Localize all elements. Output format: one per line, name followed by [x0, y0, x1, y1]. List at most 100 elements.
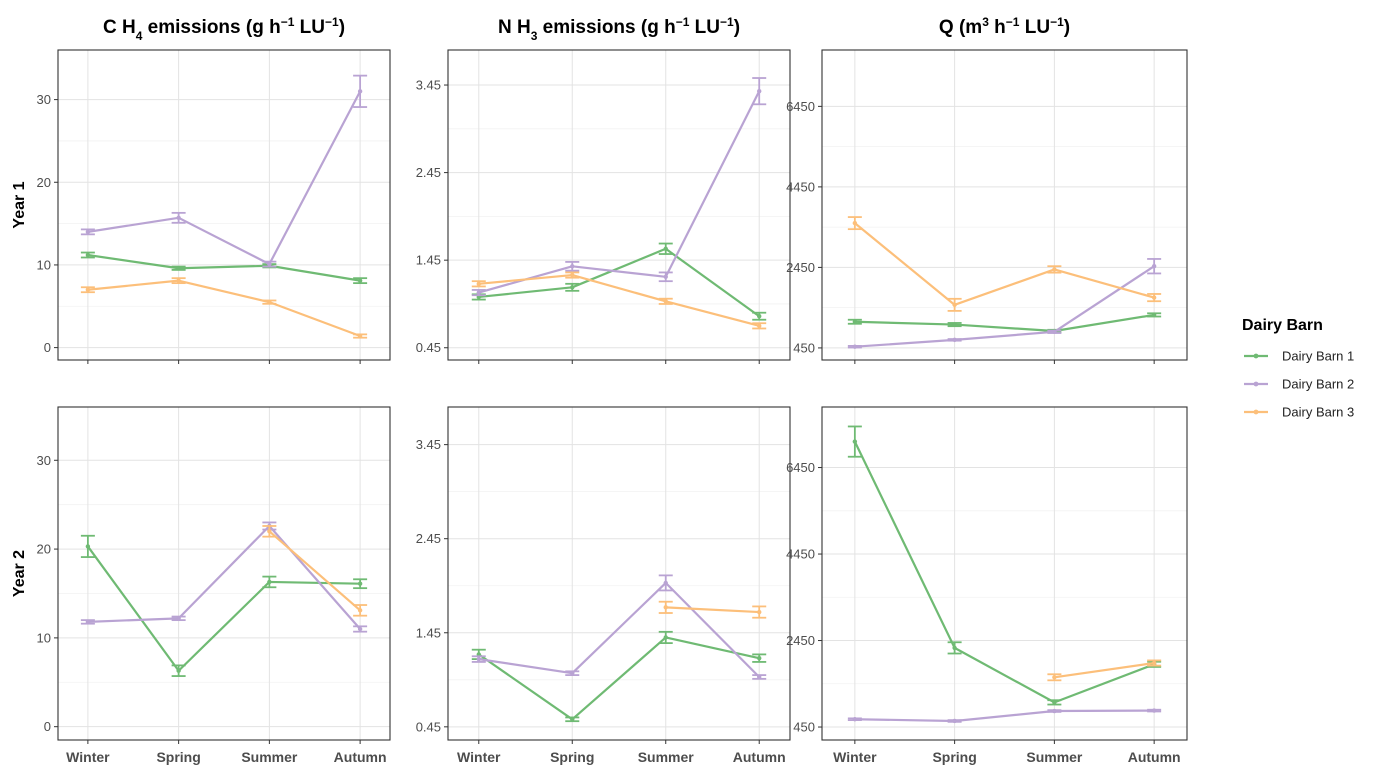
- x-tick-label: Winter: [66, 749, 110, 765]
- legend-key-point: [1253, 381, 1259, 387]
- panel-background: [448, 50, 790, 360]
- data-point: [1151, 295, 1157, 300]
- data-point: [176, 616, 181, 621]
- panel-r2-c1: 0 10 20 30 Winter Spring Summer Autumn: [37, 406, 391, 765]
- data-point: [663, 246, 668, 251]
- data-point: [663, 299, 668, 304]
- data-point: [357, 626, 363, 632]
- panel-background: [448, 407, 790, 740]
- y-tick-label: 4450: [786, 179, 815, 194]
- panel-border: [821, 49, 1188, 361]
- y-tick-label: 450: [793, 340, 815, 355]
- data-point: [476, 281, 481, 287]
- data-point: [757, 655, 762, 661]
- series-line-dairy-barn-3: [268, 530, 361, 612]
- series-line-dairy-barn-3: [665, 606, 760, 614]
- x-tick-label: Autumn: [334, 749, 387, 765]
- panel-background: [822, 407, 1187, 740]
- data-point: [757, 314, 762, 319]
- column-title-3: Q (m3 h−1 LU−1): [939, 15, 1070, 38]
- panel-border: [57, 406, 391, 741]
- data-point: [357, 278, 363, 283]
- series-line-dairy-barn-3: [478, 273, 760, 327]
- data-point: [476, 656, 481, 662]
- data-point: [176, 266, 181, 271]
- data-point: [952, 302, 957, 308]
- data-point: [85, 619, 91, 625]
- panel-border: [57, 49, 391, 361]
- y-tick-label: 20: [37, 542, 51, 557]
- data-point: [267, 261, 272, 267]
- data-point: [176, 215, 181, 221]
- legend-label: Dairy Barn 2: [1282, 377, 1354, 392]
- series-line-dairy-barn-1: [478, 636, 760, 721]
- x-tick-label: Summer: [241, 749, 298, 765]
- y-tick-label: 30: [37, 453, 51, 468]
- data-point: [852, 220, 858, 226]
- data-point: [267, 529, 272, 534]
- data-point: [757, 323, 762, 329]
- data-point: [1052, 700, 1057, 705]
- series-line-dairy-barn-1: [87, 253, 361, 282]
- data-point: [1151, 312, 1157, 318]
- data-point: [663, 605, 668, 610]
- data-point: [852, 717, 858, 722]
- data-point: [570, 717, 575, 722]
- legend-key-point: [1253, 353, 1259, 359]
- y-tick-label: 2450: [786, 633, 815, 648]
- x-tick-label: Winter: [833, 749, 877, 765]
- data-point: [952, 322, 957, 327]
- row-label-2: Year 2: [11, 550, 28, 597]
- data-point: [85, 287, 91, 292]
- x-tick-label: Winter: [457, 749, 501, 765]
- data-point: [663, 580, 668, 586]
- data-point: [852, 344, 858, 349]
- y-tick-label: 30: [37, 92, 51, 107]
- legend-item: Dairy Barn 1: [1244, 349, 1354, 364]
- y-tick-label: 6450: [786, 460, 815, 475]
- series-line-dairy-barn-3: [87, 279, 361, 338]
- series-line-dairy-barn-2: [478, 581, 761, 678]
- panel-r1-c2: 0.45 1.45 2.45 3.45: [416, 49, 791, 364]
- y-tick-label: 0: [44, 719, 51, 734]
- y-tick-label: 10: [37, 257, 51, 272]
- panel-border: [447, 406, 791, 741]
- data-point: [663, 274, 668, 280]
- panel-r2-c3: 450 2450 4450 6450 Winter Spring Summer Autumn: [786, 406, 1188, 765]
- data-point: [176, 668, 181, 673]
- x-tick-label: Spring: [550, 749, 594, 765]
- data-point: [570, 671, 575, 676]
- y-tick-label: 0.45: [416, 340, 441, 355]
- y-tick-label: 10: [37, 630, 51, 645]
- x-tick-label: Autumn: [733, 749, 786, 765]
- data-point: [952, 645, 957, 651]
- data-point: [85, 229, 91, 235]
- data-point: [1052, 675, 1057, 680]
- data-point: [757, 88, 762, 94]
- x-tick-label: Spring: [932, 749, 976, 765]
- legend-item: Dairy Barn 3: [1244, 405, 1354, 420]
- legend-label: Dairy Barn 3: [1282, 405, 1354, 420]
- data-point: [663, 635, 668, 640]
- data-point: [1151, 708, 1157, 713]
- series-line-dairy-barn-2: [854, 709, 1155, 723]
- legend-label: Dairy Barn 1: [1282, 349, 1354, 364]
- series-line-dairy-barn-3: [854, 222, 1155, 306]
- y-tick-label: 3.45: [416, 437, 441, 452]
- data-point: [357, 333, 363, 339]
- x-tick-label: Summer: [1026, 749, 1083, 765]
- x-tick-label: Summer: [638, 749, 695, 765]
- panel-background: [58, 50, 390, 360]
- y-tick-label: 2450: [786, 260, 815, 275]
- x-tick-label: Spring: [156, 749, 200, 765]
- data-point: [357, 581, 363, 586]
- data-point: [357, 89, 363, 94]
- data-point: [570, 264, 575, 269]
- legend-key-point: [1253, 409, 1259, 415]
- legend: Dairy Barn Dairy Barn 1 Dairy Barn 2 Dairy …: [1242, 317, 1354, 420]
- panel-r1-c3: 450 2450 4450 6450: [786, 49, 1188, 364]
- data-point: [1052, 329, 1057, 335]
- data-point: [952, 337, 957, 343]
